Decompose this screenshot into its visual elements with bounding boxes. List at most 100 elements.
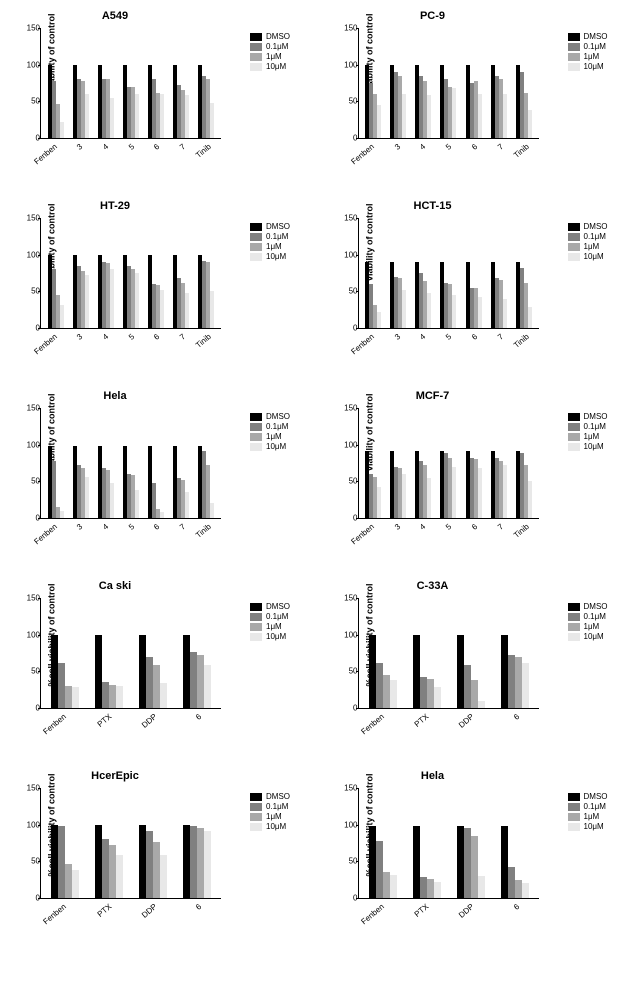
- bar: [402, 94, 406, 138]
- bar: [383, 872, 390, 898]
- bar-group: [486, 451, 511, 518]
- bar-group: [131, 825, 175, 898]
- plot-area: [358, 28, 539, 139]
- legend-item: 1μM: [250, 52, 290, 61]
- x-tick-label: 5: [444, 142, 453, 152]
- legend-swatch: [250, 63, 262, 71]
- bar-group: [43, 65, 68, 138]
- x-tick-label: 7: [496, 142, 505, 152]
- bar: [197, 655, 204, 708]
- legend-label: DMSO: [584, 792, 608, 801]
- legend-label: 1μM: [584, 52, 600, 61]
- legend-item: DMSO: [250, 222, 290, 231]
- bar-group: [493, 826, 537, 898]
- legend-label: 1μM: [266, 52, 282, 61]
- legend-item: 10μM: [568, 822, 608, 831]
- bar: [60, 305, 64, 328]
- bar: [160, 683, 167, 708]
- x-tick-label: 4: [418, 332, 427, 342]
- x-tick-label: 6: [470, 332, 479, 342]
- bar: [85, 275, 89, 328]
- bar: [478, 468, 482, 518]
- legend-swatch: [250, 623, 262, 631]
- legend-item: DMSO: [250, 412, 290, 421]
- bar: [522, 663, 529, 708]
- bar-group: [405, 826, 449, 898]
- legend-item: 10μM: [250, 822, 290, 831]
- legend-swatch: [568, 43, 580, 51]
- legend-swatch: [250, 443, 262, 451]
- bar: [413, 826, 420, 898]
- bar-group: [411, 262, 436, 328]
- x-tick-label: 4: [101, 332, 110, 342]
- chart-panel: Hela050100150%cell viability of controlF…: [328, 770, 608, 940]
- bar-group: [68, 255, 93, 328]
- chart-panel: Ca ski050100150%cell viability of contro…: [10, 580, 290, 750]
- legend-label: 1μM: [584, 812, 600, 821]
- bar: [102, 682, 109, 708]
- legend-item: 10μM: [250, 252, 290, 261]
- bar: [210, 503, 214, 518]
- bar: [146, 831, 153, 898]
- bar: [434, 882, 441, 898]
- x-tick-label: 4: [418, 142, 427, 152]
- bar-group: [169, 446, 194, 518]
- chart-grid: A549050100150%cell viability of controlF…: [10, 10, 615, 940]
- x-tick-label: Tinib: [194, 142, 213, 160]
- x-tick-label: DDP: [140, 712, 159, 730]
- x-tick-label: Tinib: [194, 522, 213, 540]
- bar: [102, 839, 109, 898]
- legend-label: DMSO: [584, 602, 608, 611]
- bar: [377, 487, 381, 518]
- x-tick-label: Fenben: [32, 522, 59, 546]
- bar: [185, 492, 189, 518]
- legend-item: 0.1μM: [568, 612, 608, 621]
- legend-label: 1μM: [584, 622, 600, 631]
- legend-label: 1μM: [266, 622, 282, 631]
- bar: [478, 876, 485, 898]
- bar: [65, 686, 72, 708]
- bar: [95, 825, 102, 898]
- bar-group: [486, 262, 511, 328]
- legend-swatch: [250, 823, 262, 831]
- bar: [464, 665, 471, 708]
- bar: [528, 110, 532, 138]
- bar-group: [436, 65, 461, 138]
- legend-label: 1μM: [584, 242, 600, 251]
- legend-item: 1μM: [250, 242, 290, 251]
- bar: [390, 875, 397, 898]
- bar-group: [144, 255, 169, 328]
- bar: [72, 687, 79, 708]
- bar: [457, 826, 464, 898]
- legend-label: 1μM: [266, 812, 282, 821]
- bar-group: [361, 65, 386, 138]
- x-tick-label: 4: [101, 142, 110, 152]
- legend-item: 0.1μM: [250, 232, 290, 241]
- legend-item: 0.1μM: [250, 422, 290, 431]
- bar-group: [175, 635, 219, 708]
- bar: [135, 490, 139, 518]
- x-tick-label: DDP: [457, 902, 476, 920]
- legend-label: 0.1μM: [266, 232, 288, 241]
- bar: [110, 269, 114, 328]
- bar: [109, 845, 116, 898]
- bar-group: [169, 65, 194, 138]
- legend-swatch: [250, 423, 262, 431]
- x-tick-label: Tinib: [512, 522, 531, 540]
- x-tick-label: 6: [470, 142, 479, 152]
- legend-swatch: [568, 823, 580, 831]
- bar-group: [436, 262, 461, 328]
- bar-group: [118, 65, 143, 138]
- legend-swatch: [568, 233, 580, 241]
- bar: [116, 686, 123, 708]
- chart-panel: A549050100150%cell viability of controlF…: [10, 10, 290, 180]
- bar: [139, 825, 146, 898]
- bar-group: [93, 65, 118, 138]
- bar: [413, 635, 420, 708]
- legend-item: 1μM: [568, 52, 608, 61]
- legend-label: 10μM: [266, 822, 286, 831]
- bar-group: [411, 65, 436, 138]
- x-tick-label: Tinib: [512, 142, 531, 160]
- plot-area: [40, 408, 221, 519]
- bar: [420, 877, 427, 898]
